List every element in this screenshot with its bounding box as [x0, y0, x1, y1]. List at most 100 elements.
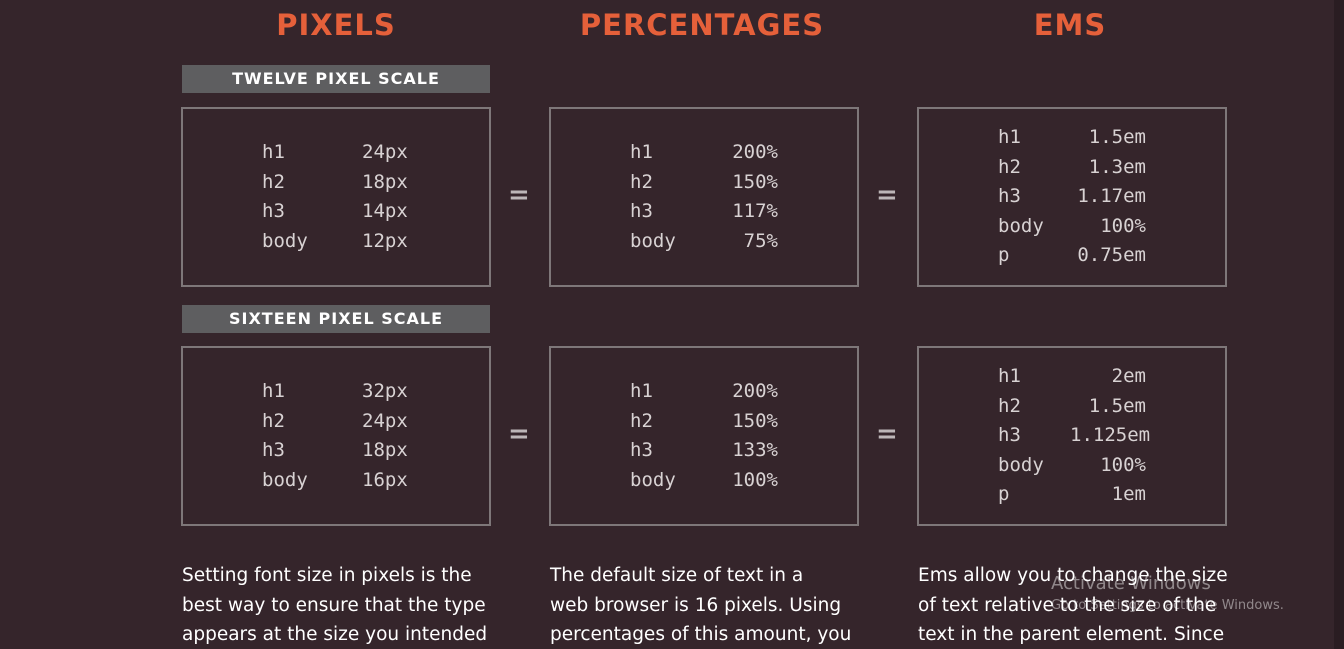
element-name: h1	[998, 365, 1021, 388]
size-row: h2 18px	[262, 168, 410, 198]
size-value: 14px	[362, 200, 408, 222]
size-row: h3 14px	[262, 197, 410, 227]
equals-sign: =	[508, 180, 530, 210]
element-name: p	[998, 483, 1010, 506]
equals-sign: =	[876, 419, 898, 449]
size-value: 18px	[362, 170, 408, 193]
size-row: h1 2em	[998, 362, 1146, 392]
size-value: 18px	[362, 439, 408, 461]
sixteen-pixel-scale-label: SIXTEEN PIXEL SCALE	[182, 305, 490, 333]
element-name: h2	[998, 155, 1021, 178]
percentages-heading: PERCENTAGES	[579, 8, 825, 42]
size-row: h3 1.125em	[998, 421, 1151, 451]
size-value: 0.75em	[1077, 244, 1146, 267]
size-value: 100%	[732, 468, 778, 491]
element-name: body	[630, 468, 676, 491]
size-value: 2em	[1111, 365, 1146, 388]
element-name: h3	[262, 200, 285, 222]
twelve-percentages-box: h1 200% h2 150% h3 117% body 75%	[549, 107, 859, 287]
element-name: h3	[630, 439, 653, 461]
size-row: h1 24px	[262, 138, 410, 168]
element-name: h1	[998, 126, 1021, 149]
element-name: body	[262, 468, 308, 491]
size-value: 16px	[362, 468, 408, 491]
element-name: h1	[630, 141, 653, 163]
twelve-pixel-scale-label: TWELVE PIXEL SCALE	[182, 65, 490, 93]
size-value: 100%	[1100, 214, 1146, 237]
twelve-ems-list: h1 1.5em h2 1.3em h3 1.17em body 100% p 0.75em	[998, 123, 1146, 271]
size-row: h2 1.5em	[998, 392, 1146, 422]
percentages-description-line: web browser is 16 pixels. Using	[550, 594, 842, 616]
ems-heading: EMS	[1033, 8, 1107, 42]
size-row: body 12px	[262, 227, 410, 257]
pixels-description: Setting font size in pixels is the best …	[182, 561, 502, 649]
size-row: body 100%	[998, 212, 1146, 242]
size-row: h1 32px	[262, 377, 410, 407]
percentages-description-line: The default size of text in a	[550, 565, 804, 586]
size-value: 1em	[1111, 483, 1146, 506]
element-name: h1	[630, 380, 653, 402]
size-row: body 75%	[630, 227, 778, 257]
size-row: h2 150%	[630, 168, 778, 198]
pixels-description-line: Setting font size in pixels is the	[182, 565, 472, 586]
size-row: h1 1.5em	[998, 123, 1146, 153]
size-row: p 1em	[998, 480, 1146, 510]
element-name: h2	[630, 409, 653, 432]
equals-sign: =	[508, 419, 530, 449]
element-name: body	[998, 214, 1044, 237]
size-value: 117%	[732, 200, 778, 222]
size-value: 150%	[732, 170, 778, 193]
size-row: h3 133%	[630, 436, 778, 466]
size-value: 1.5em	[1088, 394, 1146, 417]
sixteen-percentages-list: h1 200% h2 150% h3 133% body 100%	[630, 377, 778, 495]
sixteen-pixels-box: h1 32px h2 24px h3 18px body 16px	[181, 346, 491, 526]
pixels-description-line: best way to ensure that the type	[182, 594, 486, 616]
ems-description-line: text in the parent element. Since	[918, 624, 1225, 645]
element-name: h3	[262, 439, 285, 461]
element-name: h2	[262, 409, 285, 432]
size-value: 1.17em	[1077, 185, 1146, 208]
twelve-ems-box: h1 1.5em h2 1.3em h3 1.17em body 100% p 0.75em	[917, 107, 1227, 287]
size-value: 12px	[362, 229, 408, 252]
size-value: 75%	[743, 229, 778, 252]
size-value: 133%	[732, 439, 778, 461]
sixteen-ems-box: h1 2em h2 1.5em h3 1.125em body 100% p 1em	[917, 346, 1227, 526]
equals-sign: =	[876, 180, 898, 210]
ems-description: Ems allow you to change the size of text…	[918, 561, 1238, 649]
element-name: h1	[262, 380, 285, 402]
percentages-description-line: percentages of this amount, you	[550, 624, 852, 645]
size-value: 1.5em	[1088, 126, 1146, 149]
ems-description-line: Ems allow you to change the size	[918, 565, 1228, 586]
size-row: h2 1.3em	[998, 153, 1146, 183]
activate-windows-subtitle: Go to Settings to activate Windows.	[1051, 598, 1284, 613]
size-row: h3 1.17em	[998, 182, 1146, 212]
twelve-percentages-list: h1 200% h2 150% h3 117% body 75%	[630, 138, 778, 256]
element-name: h2	[998, 394, 1021, 417]
size-row: h2 150%	[630, 407, 778, 437]
element-name: h3	[998, 424, 1021, 447]
size-row: body 100%	[998, 451, 1146, 481]
size-value: 200%	[732, 141, 778, 163]
size-value: 32px	[362, 380, 408, 402]
size-row: h1 200%	[630, 377, 778, 407]
element-name: h3	[630, 200, 653, 222]
ems-description-line: of text relative to the size of the	[918, 594, 1217, 616]
size-row: h1 200%	[630, 138, 778, 168]
element-name: h3	[998, 185, 1021, 208]
size-value: 100%	[1100, 453, 1146, 476]
element-name: p	[998, 244, 1010, 267]
size-value: 1.125em	[1070, 424, 1151, 447]
activate-windows-title: Activate Windows	[1051, 573, 1211, 594]
window-edge	[1334, 0, 1344, 649]
size-row: p 0.75em	[998, 241, 1146, 271]
size-value: 150%	[732, 409, 778, 432]
pixels-description-line: appears at the size you intended	[182, 624, 488, 645]
sixteen-percentages-box: h1 200% h2 150% h3 133% body 100%	[549, 346, 859, 526]
twelve-pixels-list: h1 24px h2 18px h3 14px body 12px	[262, 138, 410, 256]
percentages-description: The default size of text in a web browse…	[550, 561, 870, 649]
size-value: 1.3em	[1088, 155, 1146, 178]
twelve-pixels-box: h1 24px h2 18px h3 14px body 12px	[181, 107, 491, 287]
element-name: h1	[262, 141, 285, 163]
pixels-heading: PIXELS	[276, 8, 396, 42]
sixteen-ems-list: h1 2em h2 1.5em h3 1.125em body 100% p 1em	[998, 362, 1151, 510]
